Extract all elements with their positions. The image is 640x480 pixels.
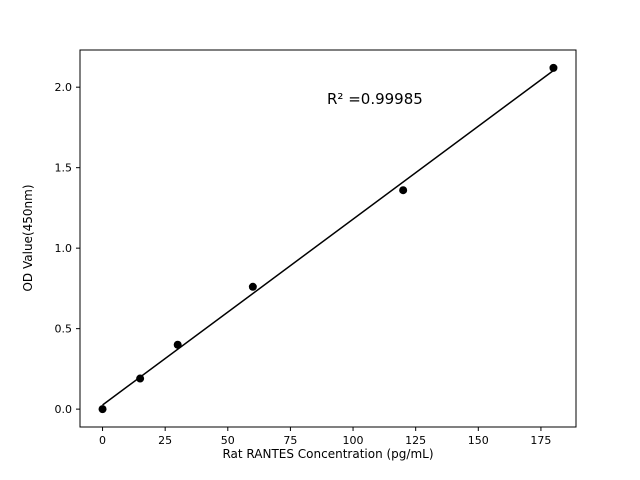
y-tick-label: 1.5 [55,162,73,175]
plot-border [79,49,577,428]
y-tick-label: 0.0 [55,403,73,416]
data-point [98,405,107,414]
x-tick-label: 150 [468,434,489,447]
data-point [136,374,145,383]
y-tick-label: 2.0 [55,81,73,94]
x-tick-label: 100 [343,434,364,447]
fit-line [102,69,554,406]
x-tick-label: 75 [283,434,297,447]
x-tick-label: 175 [530,434,551,447]
r-squared-annotation: R² =0.99985 [327,90,423,108]
x-tick-label: 50 [221,434,235,447]
data-point [399,186,408,195]
x-axis-label: Rat RANTES Concentration (pg/mL) [222,447,434,461]
y-axis-label: OD Value(450nm) [21,184,35,292]
y-tick-label: 1.0 [55,242,73,255]
y-tick-label: 0.5 [55,323,73,336]
x-tick-label: 125 [405,434,426,447]
data-point [549,63,558,72]
x-tick-label: 0 [99,434,106,447]
data-point [248,282,257,291]
data-point [173,340,182,349]
x-tick-label: 25 [158,434,172,447]
